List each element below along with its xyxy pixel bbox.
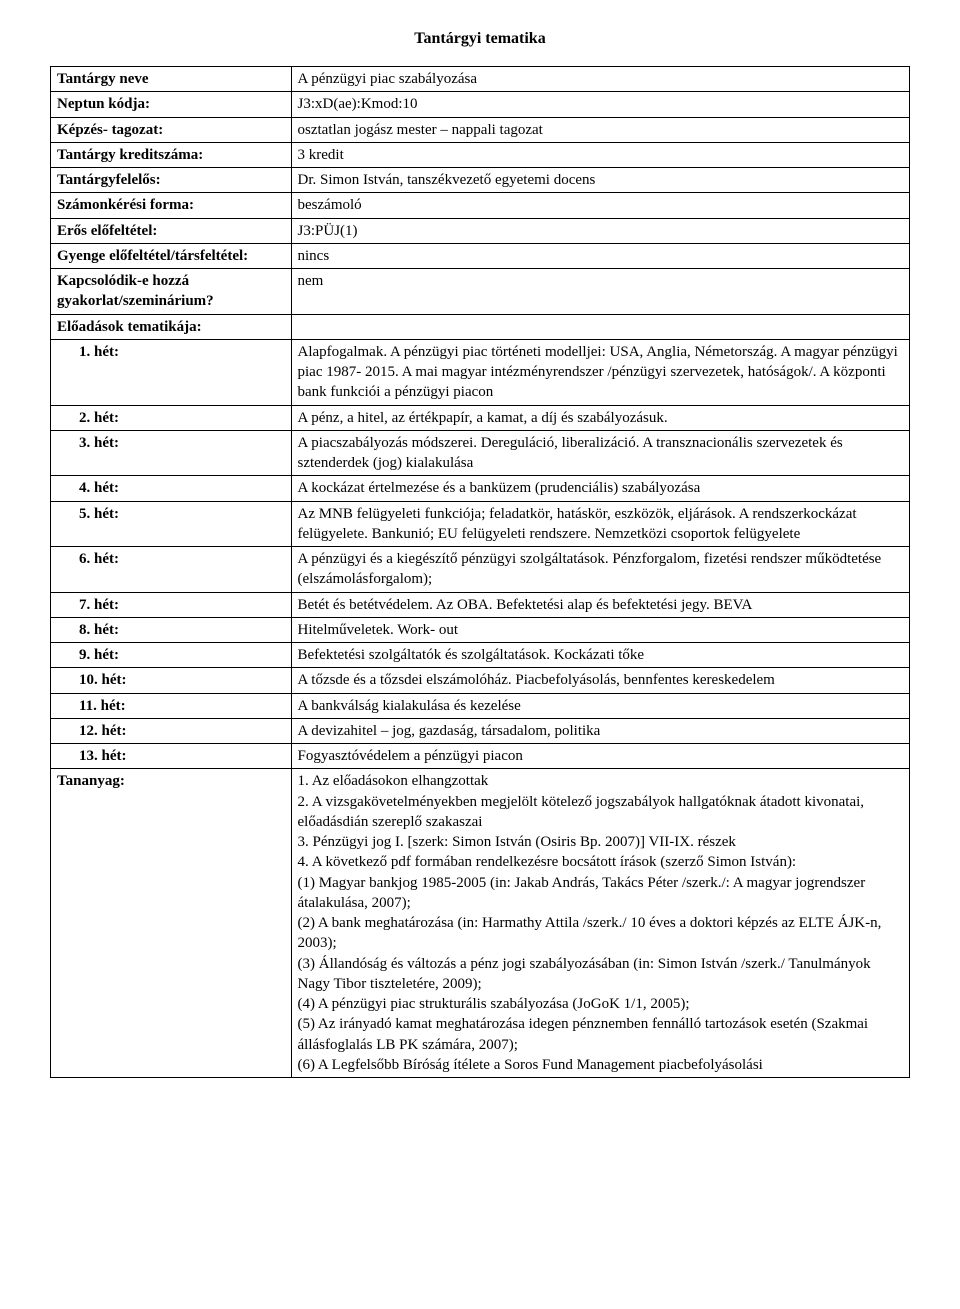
row-weak-prereq: Gyenge előfeltétel/társfeltétel: nincs [51,243,910,268]
row-week-3: 3. hét: A piacszabályozás módszerei. Der… [51,430,910,476]
label-exam-form: Számonkérési forma: [51,193,292,218]
row-responsible: Tantárgyfelelős: Dr. Simon István, tansz… [51,168,910,193]
label-week-7: 7. hét: [51,592,292,617]
value-strong-prereq: J3:PÜJ(1) [291,218,909,243]
row-lectures-heading: Előadások tematikája: [51,314,910,339]
row-week-1: 1. hét: Alapfogalmak. A pénzügyi piac tö… [51,339,910,405]
label-week-1: 1. hét: [51,339,292,405]
row-neptun: Neptun kódja: J3:xD(ae):Kmod:10 [51,92,910,117]
label-responsible: Tantárgyfelelős: [51,168,292,193]
value-week-2: A pénz, a hitel, az értékpapír, a kamat,… [291,405,909,430]
row-seminar: Kapcsolódik-e hozzá gyakorlat/szemináriu… [51,269,910,315]
page-title: Tantárgyi tematika [50,30,910,48]
value-week-3: A piacszabályozás módszerei. Dereguláció… [291,430,909,476]
row-training: Képzés- tagozat: osztatlan jogász mester… [51,117,910,142]
label-week-3: 3. hét: [51,430,292,476]
label-weak-prereq: Gyenge előfeltétel/társfeltétel: [51,243,292,268]
row-week-10: 10. hét: A tőzsde és a tőzsdei elszámoló… [51,668,910,693]
row-exam-form: Számonkérési forma: beszámoló [51,193,910,218]
row-week-8: 8. hét: Hitelműveletek. Work- out [51,617,910,642]
tananyag-line: 4. A következő pdf formában rendelkezésr… [298,852,903,872]
value-week-9: Befektetési szolgáltatók és szolgáltatás… [291,643,909,668]
label-week-5: 5. hét: [51,501,292,547]
value-tananyag: 1. Az előadásokon elhangzottak2. A vizsg… [291,769,909,1078]
label-week-12: 12. hét: [51,718,292,743]
row-course-name: Tantárgy neve A pénzügyi piac szabályozá… [51,67,910,92]
row-week-4: 4. hét: A kockázat értelmezése és a bank… [51,476,910,501]
row-tananyag: Tananyag: 1. Az előadásokon elhangzottak… [51,769,910,1078]
row-week-13: 13. hét: Fogyasztóvédelem a pénzügyi pia… [51,744,910,769]
value-weak-prereq: nincs [291,243,909,268]
value-week-10: A tőzsde és a tőzsdei elszámolóház. Piac… [291,668,909,693]
row-week-7: 7. hét: Betét és betétvédelem. Az OBA. B… [51,592,910,617]
value-week-6: A pénzügyi és a kiegészítő pénzügyi szol… [291,547,909,593]
value-lectures-heading [291,314,909,339]
label-week-9: 9. hét: [51,643,292,668]
row-week-6: 6. hét: A pénzügyi és a kiegészítő pénzü… [51,547,910,593]
label-week-13: 13. hét: [51,744,292,769]
value-neptun: J3:xD(ae):Kmod:10 [291,92,909,117]
label-course-name: Tantárgy neve [51,67,292,92]
value-week-5: Az MNB felügyeleti funkciója; feladatkör… [291,501,909,547]
tananyag-line: (1) Magyar bankjog 1985-2005 (in: Jakab … [298,873,903,914]
tananyag-line: (4) A pénzügyi piac strukturális szabály… [298,994,903,1014]
label-week-2: 2. hét: [51,405,292,430]
tananyag-line: (6) A Legfelsőbb Bíróság ítélete a Soros… [298,1055,903,1075]
row-week-2: 2. hét: A pénz, a hitel, az értékpapír, … [51,405,910,430]
value-week-11: A bankválság kialakulása és kezelése [291,693,909,718]
label-training: Képzés- tagozat: [51,117,292,142]
tananyag-line: 1. Az előadásokon elhangzottak [298,771,903,791]
label-week-11: 11. hét: [51,693,292,718]
label-week-6: 6. hét: [51,547,292,593]
label-week-4: 4. hét: [51,476,292,501]
label-lectures-heading: Előadások tematikája: [51,314,292,339]
label-tananyag: Tananyag: [51,769,292,1078]
tananyag-line: 2. A vizsgakövetelményekben megjelölt kö… [298,792,903,833]
label-seminar: Kapcsolódik-e hozzá gyakorlat/szemináriu… [51,269,292,315]
row-credits: Tantárgy kreditszáma: 3 kredit [51,142,910,167]
value-course-name: A pénzügyi piac szabályozása [291,67,909,92]
value-week-7: Betét és betétvédelem. Az OBA. Befekteté… [291,592,909,617]
label-neptun: Neptun kódja: [51,92,292,117]
row-strong-prereq: Erős előfeltétel: J3:PÜJ(1) [51,218,910,243]
row-week-11: 11. hét: A bankválság kialakulása és kez… [51,693,910,718]
value-training: osztatlan jogász mester – nappali tagoza… [291,117,909,142]
tananyag-line: (5) Az irányadó kamat meghatározása ideg… [298,1014,903,1055]
value-week-13: Fogyasztóvédelem a pénzügyi piacon [291,744,909,769]
course-table: Tantárgy neve A pénzügyi piac szabályozá… [50,66,910,1078]
value-credits: 3 kredit [291,142,909,167]
value-week-1: Alapfogalmak. A pénzügyi piac történeti … [291,339,909,405]
value-week-12: A devizahitel – jog, gazdaság, társadalo… [291,718,909,743]
label-credits: Tantárgy kreditszáma: [51,142,292,167]
tananyag-line: (2) A bank meghatározása (in: Harmathy A… [298,913,903,954]
value-responsible: Dr. Simon István, tanszékvezető egyetemi… [291,168,909,193]
tananyag-line: (3) Állandóság és változás a pénz jogi s… [298,954,903,995]
value-week-4: A kockázat értelmezése és a banküzem (pr… [291,476,909,501]
label-week-8: 8. hét: [51,617,292,642]
row-week-5: 5. hét: Az MNB felügyeleti funkciója; fe… [51,501,910,547]
label-week-10: 10. hét: [51,668,292,693]
row-week-9: 9. hét: Befektetési szolgáltatók és szol… [51,643,910,668]
value-week-8: Hitelműveletek. Work- out [291,617,909,642]
value-exam-form: beszámoló [291,193,909,218]
label-strong-prereq: Erős előfeltétel: [51,218,292,243]
row-week-12: 12. hét: A devizahitel – jog, gazdaság, … [51,718,910,743]
value-seminar: nem [291,269,909,315]
tananyag-line: 3. Pénzügyi jog I. [szerk: Simon István … [298,832,903,852]
